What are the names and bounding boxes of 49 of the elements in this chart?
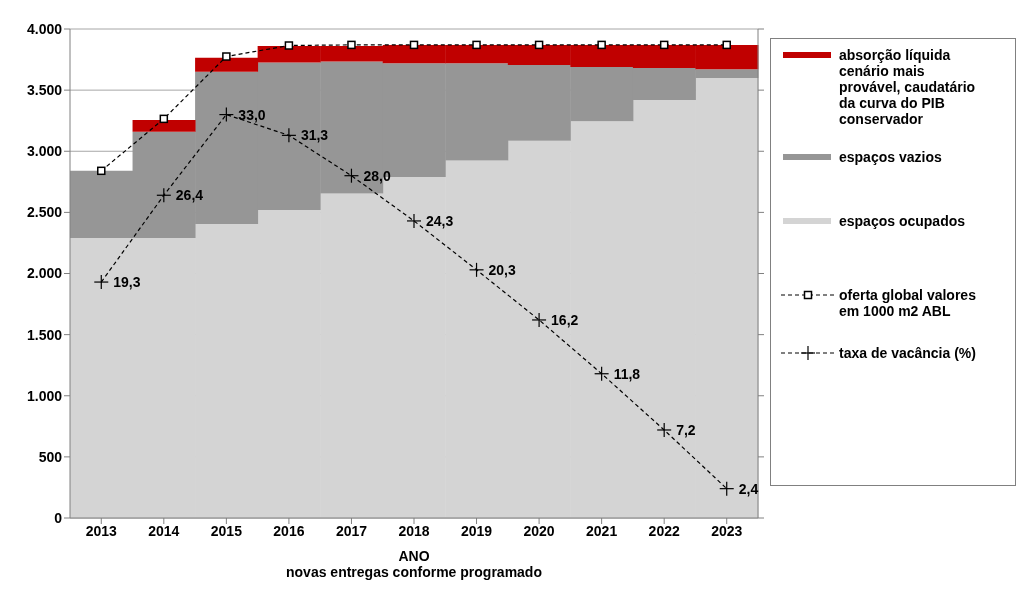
point (159, 114, 169, 124)
data-label: 2,4 (738, 480, 759, 497)
x-tick-label: 2016 (273, 522, 305, 539)
point (534, 40, 544, 50)
data-label: 16,2 (551, 311, 579, 328)
data-label: 11,8 (613, 365, 641, 382)
data-label: 31,3 (300, 127, 329, 144)
legend-label: absorção líquida cenário mais provável, caudatário da curva do PIB conservador (839, 47, 977, 127)
legend-label: espaços ocupados (839, 213, 967, 229)
legend-label: taxa de vacância (%) (839, 345, 977, 361)
point (722, 40, 731, 50)
data-label: 7,2 (676, 421, 696, 438)
point (409, 40, 419, 50)
x-tick-label: 2019 (460, 522, 493, 539)
point (347, 40, 356, 50)
point (597, 40, 606, 50)
x-tick-label: 2015 (210, 522, 243, 539)
legend-label: oferta global valores em 1000 m2 ABL (839, 287, 977, 319)
x-tick-label: 2013 (85, 522, 118, 539)
point (97, 166, 106, 176)
y-tick-label: 1.000 (26, 387, 63, 404)
point (472, 40, 481, 50)
x-tick-label: 2017 (335, 522, 368, 539)
bar (132, 120, 196, 132)
y-tick-label: 0 (54, 509, 63, 526)
y-tick-label: 2.500 (26, 204, 63, 221)
point (284, 41, 294, 50)
x-axis-title: ANO novas entregas conforme programado (286, 548, 542, 580)
y-tick-label: 500 (38, 448, 63, 465)
data-label: 33,0 (238, 106, 266, 123)
y-tick-label: 2.000 (26, 265, 63, 282)
x-tick-label: 2021 (586, 522, 618, 539)
y-tick-label: 3.000 (26, 143, 63, 160)
x-tick-label: 2022 (648, 522, 680, 539)
x-tick-label: 2014 (148, 522, 180, 539)
y-tick-label: 3.500 (26, 82, 63, 99)
point (222, 52, 231, 61)
y-tick-label: 1.500 (26, 326, 63, 343)
x-tick-label: 2018 (398, 522, 430, 539)
data-label: 24,3 (426, 212, 454, 229)
x-tick-label: 2023 (711, 522, 743, 539)
x-tick-label: 2020 (523, 522, 555, 539)
legend-label: espaços vazios (839, 149, 943, 165)
point (659, 40, 669, 50)
data-label: 26,4 (175, 187, 204, 204)
data-label: 28,0 (363, 167, 391, 184)
data-label: 20,3 (488, 261, 517, 278)
y-tick-label: 4.000 (26, 20, 63, 37)
data-label: 19,3 (113, 274, 141, 291)
